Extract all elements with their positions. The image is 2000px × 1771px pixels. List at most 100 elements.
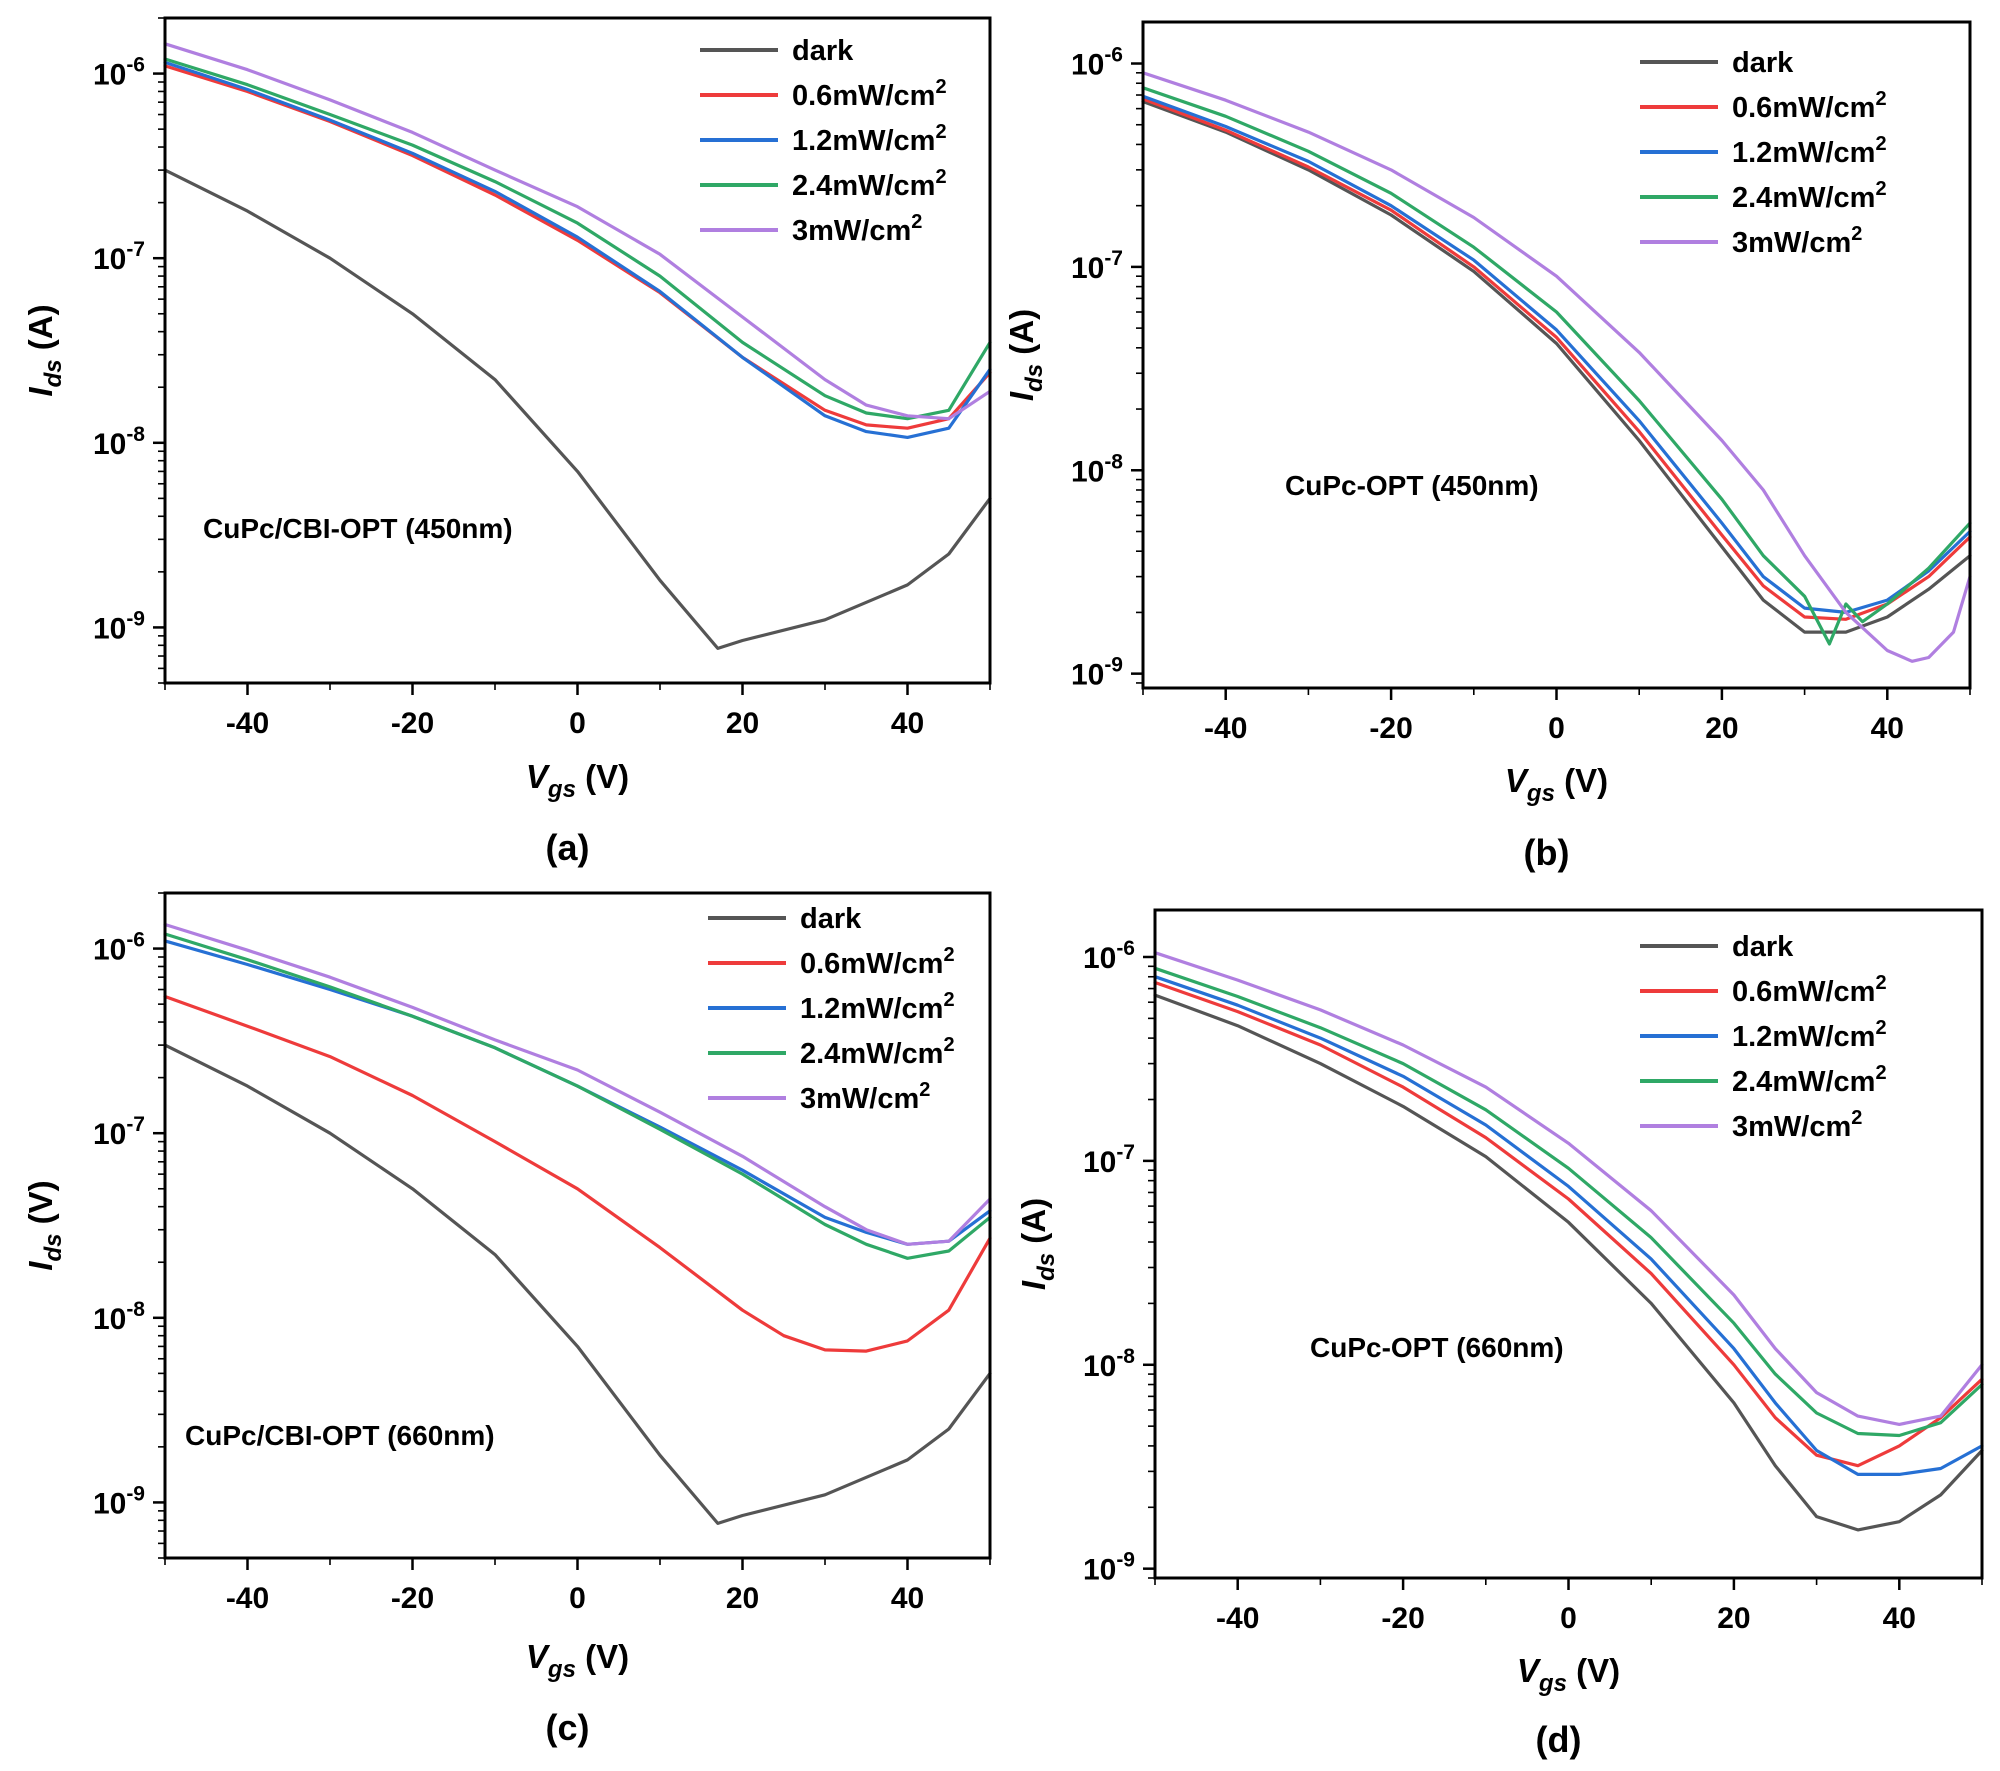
y-tick-label: 10-9 [93,607,145,645]
x-tick-label: -20 [391,1582,434,1615]
panel-label: (a) [546,827,590,868]
legend-label: 1.2mW/cm2 [800,989,955,1025]
y-tick-label: 10-6 [1083,937,1135,975]
series-line-3mW-cm2 [1153,951,1984,1426]
series-line-3mW-cm2 [163,922,992,1246]
legend-label: 1.2mW/cm2 [1732,133,1887,169]
y-axis-label: Ids (A) [1003,309,1048,401]
x-tick-label: 0 [1560,1602,1577,1635]
chart-panel-3: -40 -20 0 20 40 10-9 10-8 10-7 10-6 Vgs (V) Ids (V… [22,891,992,1748]
y-tick-label: 10-8 [93,423,145,461]
legend-label: 2.4mW/cm2 [1732,178,1887,214]
y-tick-label: 10-7 [93,1113,145,1151]
series-line-1-2mW-cm2 [163,60,992,439]
series-line-2-4mW-cm2 [1141,86,1972,646]
x-tick-label: 0 [1548,712,1565,745]
x-tick-label: -20 [1369,712,1412,745]
y-tick-label: 10-7 [1083,1141,1135,1179]
y-axis-label: Ids (A) [1015,1198,1060,1290]
series-line-dark [1153,993,1984,1532]
legend-label: 0.6mW/cm2 [792,76,947,112]
y-tick-label: 10-8 [93,1298,145,1336]
legend-label: 3mW/cm2 [792,211,922,247]
series-line-1-2mW-cm2 [1153,975,1984,1476]
legend-label: dark [800,903,862,935]
legend: dark 0.6mW/cm2 1.2mW/cm2 2.4mW/cm2 3mW/cm2 [1640,931,1887,1143]
legend: dark 0.6mW/cm2 1.2mW/cm2 2.4mW/cm2 3mW/cm2 [708,903,955,1115]
legend-label: 3mW/cm2 [800,1079,930,1115]
x-axis-label: Vgs (V) [526,1638,629,1683]
series-line-0-6mW-cm2 [163,64,992,430]
x-tick-label: 20 [1705,712,1738,745]
legend: dark 0.6mW/cm2 1.2mW/cm2 2.4mW/cm2 3mW/cm2 [1640,47,1887,259]
legend-label: 0.6mW/cm2 [1732,972,1887,1008]
sample-annotation: CuPc/CBI-OPT (450nm) [203,513,513,544]
x-tick-label: 0 [569,707,586,740]
plot-frame [163,16,992,685]
legend-label: dark [1732,931,1794,963]
legend-label: 3mW/cm2 [1732,1107,1862,1143]
y-tick-label: 10-6 [93,929,145,967]
legend-label: 1.2mW/cm2 [1732,1017,1887,1053]
y-tick-label: 10-7 [1071,247,1123,285]
sample-annotation: CuPc-OPT (450nm) [1285,470,1539,501]
y-axis-label: Ids (A) [22,304,67,396]
sample-annotation: CuPc-OPT (660nm) [1310,1332,1564,1363]
chart-panel-4: -40 -20 0 20 40 10-9 10-8 10-7 10-6 Vgs (V) Ids (A… [1015,908,1984,1760]
legend-label: dark [1732,47,1794,79]
series-line-1-2mW-cm2 [1141,94,1972,614]
panel-label: (c) [546,1707,590,1748]
x-axis-label: Vgs (V) [1517,1652,1620,1697]
legend: dark 0.6mW/cm2 1.2mW/cm2 2.4mW/cm2 3mW/cm2 [700,35,947,247]
y-tick-label: 10-6 [93,54,145,92]
legend-label: 0.6mW/cm2 [800,944,955,980]
x-tick-label: 20 [726,1582,759,1615]
x-tick-label: -40 [226,707,269,740]
legend-label: 2.4mW/cm2 [800,1034,955,1070]
plot-frame [1153,908,1984,1580]
panel-label: (b) [1524,832,1570,873]
x-tick-label: -40 [1216,1602,1259,1635]
y-tick-label: 10-7 [93,238,145,276]
x-tick-label: 20 [1717,1602,1750,1635]
x-tick-label: 20 [726,707,759,740]
legend-label: dark [792,35,854,67]
legend-label: 2.4mW/cm2 [1732,1062,1887,1098]
chart-panel-2: -40 -20 0 20 40 10-9 10-8 10-7 10-6 Vgs (V) Ids (A… [1003,20,1972,873]
x-tick-label: -20 [391,707,434,740]
sample-annotation: CuPc/CBI-OPT (660nm) [185,1420,495,1451]
series-line-2-4mW-cm2 [163,57,992,421]
x-axis-label: Vgs (V) [1505,762,1608,807]
y-tick-label: 10-8 [1071,450,1123,488]
chart-panel-1: -40 -20 0 20 40 10-9 10-8 10-7 10-6 Vgs (V) Ids (A… [22,16,992,868]
panel-label: (d) [1536,1719,1582,1760]
x-tick-label: -20 [1381,1602,1424,1635]
y-tick-label: 10-9 [1083,1549,1135,1587]
series-line-2-4mW-cm2 [163,932,992,1260]
x-tick-label: 0 [569,1582,586,1615]
x-tick-label: 40 [891,1582,924,1615]
series-line-3mW-cm2 [1141,71,1972,663]
y-tick-label: 10-6 [1071,44,1123,82]
x-axis-label: Vgs (V) [526,758,629,803]
y-tick-label: 10-9 [1071,654,1123,692]
series-line-0-6mW-cm2 [1141,97,1972,621]
series-line-2-4mW-cm2 [1153,966,1984,1438]
series-line-dark [163,1043,992,1525]
legend-label: 0.6mW/cm2 [1732,88,1887,124]
x-tick-label: -40 [226,1582,269,1615]
series-line-3mW-cm2 [163,42,992,421]
y-tick-label: 10-9 [93,1482,145,1520]
legend-label: 1.2mW/cm2 [792,121,947,157]
y-tick-label: 10-8 [1083,1345,1135,1383]
y-axis-label: Ids (V) [22,1180,67,1270]
x-tick-label: -40 [1204,712,1247,745]
legend-label: 3mW/cm2 [1732,223,1862,259]
legend-label: 2.4mW/cm2 [792,166,947,202]
series-line-0-6mW-cm2 [163,994,992,1353]
x-tick-label: 40 [891,707,924,740]
series-line-0-6mW-cm2 [1153,980,1984,1468]
x-tick-label: 40 [1883,1602,1916,1635]
x-tick-label: 40 [1871,712,1904,745]
